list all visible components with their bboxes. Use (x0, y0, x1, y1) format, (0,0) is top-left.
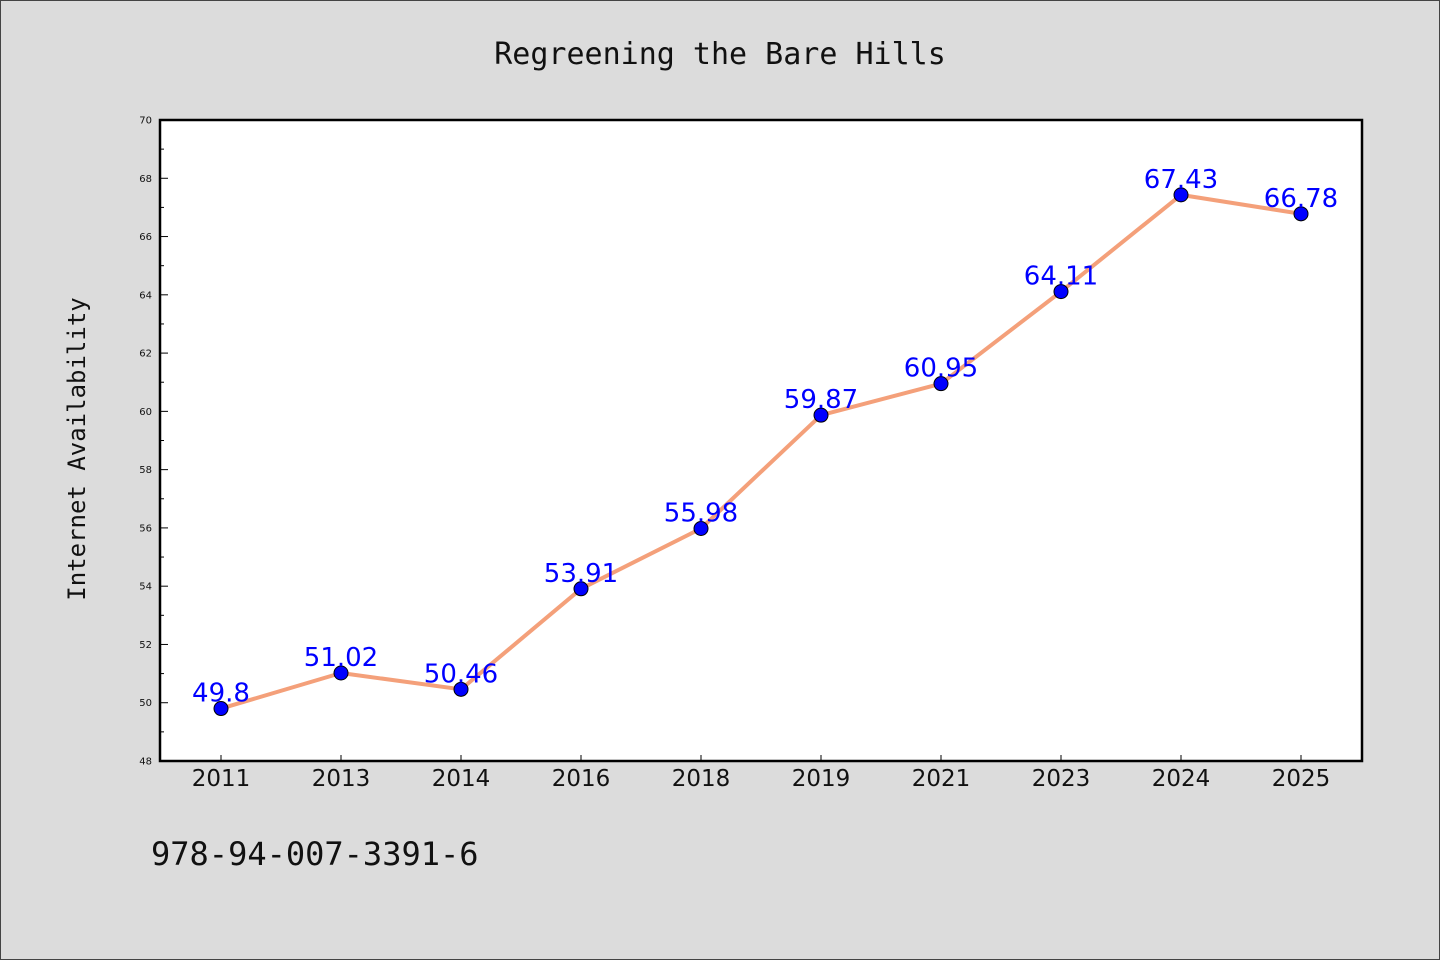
data-point-marker (1173, 187, 1189, 203)
plot-area (158, 118, 1364, 763)
x-tick-label: 2023 (1032, 766, 1091, 792)
x-tick-label: 2021 (912, 766, 971, 792)
x-tick-label: 2025 (1272, 766, 1331, 792)
data-point-marker (813, 407, 829, 423)
data-label: 53.91 (544, 559, 618, 589)
data-label: 50.46 (424, 659, 498, 689)
y-tick-label: 48 (139, 757, 152, 768)
isbn-text: 978-94-007-3391-6 (151, 835, 479, 873)
data-point-marker (1293, 206, 1309, 222)
data-point-marker (213, 701, 229, 717)
y-tick-label: 66 (139, 232, 152, 243)
data-point-marker (933, 376, 949, 392)
data-label: 64.11 (1024, 262, 1098, 292)
data-point-marker (1053, 284, 1069, 300)
data-label: 60.95 (904, 354, 978, 384)
x-tick-label: 2016 (552, 766, 611, 792)
x-tick-label: 2011 (192, 766, 251, 792)
y-tick-label: 68 (139, 174, 152, 185)
data-label: 67.43 (1144, 165, 1218, 195)
x-axis: 2011 2013 2014 2016 2018 2019 2021 2023 2024 2025 (192, 755, 1331, 792)
y-tick-label: 62 (139, 349, 152, 360)
data-point-marker (453, 681, 469, 697)
x-tick-label: 2024 (1152, 766, 1211, 792)
chart-title: Regreening the Bare Hills (494, 37, 946, 72)
data-label: 55.98 (664, 498, 738, 528)
y-tick-label: 58 (139, 465, 152, 476)
y-tick-label: 52 (139, 640, 152, 651)
data-label: 51.02 (304, 643, 378, 673)
y-tick-label: 56 (139, 523, 152, 534)
data-point-marker (333, 665, 349, 681)
data-point-marker (693, 520, 709, 536)
x-tick-label: 2019 (792, 766, 851, 792)
y-tick-label: 64 (139, 290, 152, 301)
data-point-marker (573, 581, 589, 597)
y-axis: 48 50 52 54 56 58 60 62 64 66 68 70 (139, 116, 168, 768)
data-label: 66.78 (1264, 184, 1338, 214)
y-tick-label: 60 (139, 407, 152, 418)
y-tick-label: 54 (139, 582, 152, 593)
data-label-layer: 49.8 51.02 50.46 53.91 55.98 59.87 60.95 64.11 6… (192, 165, 1338, 709)
data-label: 49.8 (192, 679, 250, 709)
x-tick-label: 2013 (312, 766, 371, 792)
series-layer (219, 192, 1303, 711)
y-axis-label: Internet Availability (63, 297, 91, 600)
marker-layer (213, 187, 1309, 717)
y-tick-label: 50 (139, 698, 152, 709)
x-tick-label: 2014 (432, 766, 491, 792)
x-tick-label: 2018 (672, 766, 731, 792)
data-label: 59.87 (784, 385, 858, 415)
series-line (219, 192, 1303, 711)
y-tick-label: 70 (139, 116, 152, 127)
